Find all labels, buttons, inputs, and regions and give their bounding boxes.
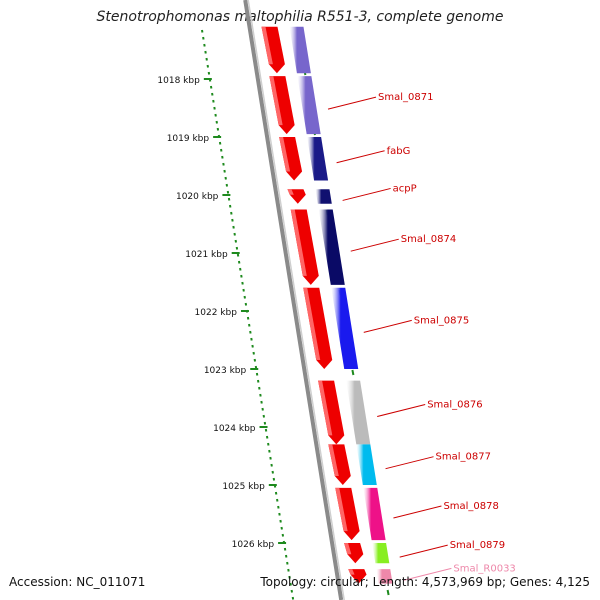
gene-leader-line [336,150,385,164]
gene-forward-highlight [279,137,291,172]
strand-guide-dash [351,369,355,376]
gene-leader-line [399,544,448,558]
gene-label: Smal_R0033 [453,563,515,574]
gene-leader-line [403,567,452,581]
gene-leader-line [377,404,426,417]
gene-forward-highlight [287,189,294,195]
gene-forward-highlight [328,444,339,476]
gene-bar [356,444,377,485]
gene-forward-highlight [335,487,348,532]
gene-bar [307,137,329,181]
gene-forward-highlight [318,380,333,436]
page-title: Stenotrophomonas maltophilia R551-3, com… [96,9,504,25]
gene-label: Smal_0875 [414,315,469,326]
gene-bar [331,287,359,369]
gene-forward-highlight [344,543,352,555]
gene-leader-line [393,505,442,519]
scale-tick-label: 1021 kbp [185,250,228,260]
gene-label: fabG [387,146,411,157]
gene-forward-highlight [348,569,355,575]
gene-label: Smal_0871 [378,92,433,103]
scale-tick-label: 1023 kbp [204,366,247,376]
gene-label: acpP [393,183,417,194]
gene-bar [315,189,332,204]
gene-forward-highlight [269,76,283,126]
gene-leader-line [342,187,391,201]
gene-leader-line [385,456,434,470]
gene-bar [372,543,390,564]
scale-tick-label: 1026 kbp [232,540,275,550]
gene-bar [376,569,393,584]
gene-bar [289,26,311,74]
gene-bar [346,380,371,445]
backbone-line [243,0,344,600]
scale-tick-label: 1025 kbp [222,482,265,492]
gene-leader-line [350,238,399,252]
gene-forward-highlight [290,209,307,276]
gene-label: Smal_0879 [450,540,505,551]
scale-tick-label: 1024 kbp [213,424,256,434]
scale-tick-label: 1020 kbp [176,192,219,202]
gene-label: Smal_0876 [427,400,482,411]
backbone-highlight [247,0,345,600]
gene-leader-line [363,319,412,333]
gene-bar [318,209,345,285]
scale-tick-label: 1019 kbp [167,134,210,144]
gene-forward-highlight [261,26,273,65]
gene-forward-highlight [303,287,321,360]
gene-bar [363,487,386,541]
scale-tick-label: 1022 kbp [195,308,238,318]
gene-bar [297,76,321,135]
scale-tick-label: 1018 kbp [157,76,200,86]
gene-label: Smal_0874 [401,234,456,245]
topology-text: Topology: circular; Length: 4,573,969 bp… [260,575,590,589]
gene-label: Smal_0877 [436,452,491,463]
gene-leader-line [327,96,377,110]
accession-text: Accession: NC_011071 [9,575,146,589]
strand-guide-dash [386,589,390,596]
gene-label: Smal_0878 [443,501,498,512]
